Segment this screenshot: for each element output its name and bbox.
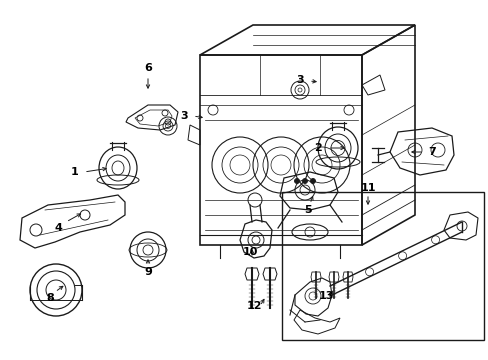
Circle shape xyxy=(310,179,315,184)
Text: 12: 12 xyxy=(246,301,261,311)
Text: 6: 6 xyxy=(144,63,152,73)
Circle shape xyxy=(302,179,307,184)
Text: 9: 9 xyxy=(144,267,152,277)
Text: 11: 11 xyxy=(360,183,375,193)
Text: 10: 10 xyxy=(242,247,257,257)
Text: 7: 7 xyxy=(427,147,435,157)
Text: 2: 2 xyxy=(313,143,321,153)
Text: 3: 3 xyxy=(180,111,187,121)
Text: 5: 5 xyxy=(304,205,311,215)
Text: 4: 4 xyxy=(54,223,62,233)
Bar xyxy=(282,192,483,340)
Text: 13: 13 xyxy=(318,291,333,301)
Text: 8: 8 xyxy=(46,293,54,303)
Circle shape xyxy=(294,179,299,184)
Text: 3: 3 xyxy=(296,75,303,85)
Text: 1: 1 xyxy=(71,167,79,177)
